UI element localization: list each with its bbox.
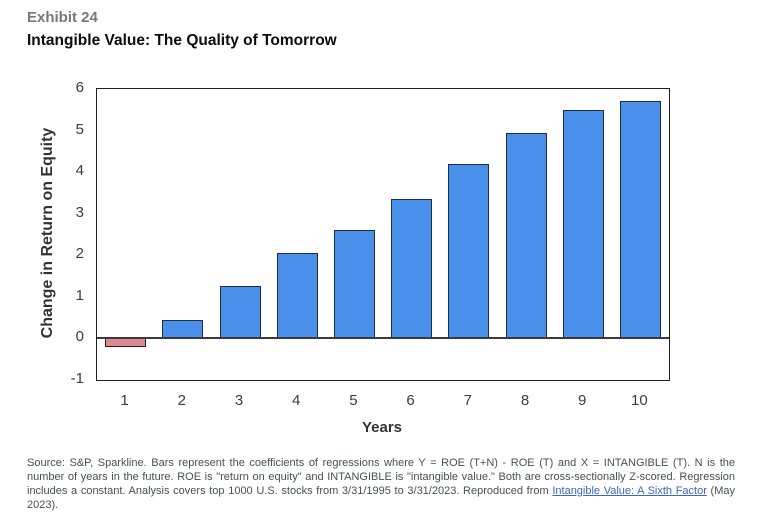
x-tick-label: 8 — [520, 392, 530, 409]
x-tick-label: 6 — [406, 392, 415, 409]
exhibit-label: Exhibit 24 — [27, 9, 98, 26]
intangible-value-link[interactable]: Intangible Value: A Sixth Factor — [552, 485, 707, 497]
bar-year-6 — [391, 199, 433, 339]
source-text-before-link: Source: S&P, Sparkline. Bars represent t… — [27, 457, 735, 497]
x-tick-label: 2 — [177, 392, 186, 409]
y-tick-label: 2 — [75, 245, 84, 263]
zero-baseline — [97, 337, 669, 340]
bar-year-1 — [105, 338, 147, 347]
x-tick-label: 9 — [578, 392, 587, 409]
bar-year-2 — [162, 319, 204, 339]
plot-area — [96, 88, 670, 381]
source-text-after-link: (May 2023). — [27, 485, 735, 511]
bar-year-5 — [333, 230, 375, 339]
y-axis-title: Change in Return on Equity — [39, 127, 56, 339]
bar-year-3 — [219, 286, 261, 339]
bar-year-9 — [562, 109, 604, 339]
y-tick-label: -1 — [70, 370, 84, 387]
bar-year-7 — [448, 163, 490, 339]
chart-title: Intangible Value: The Quality of Tomorro… — [27, 32, 337, 49]
y-tick-label: 0 — [75, 328, 84, 346]
x-tick-label: 7 — [463, 392, 472, 409]
source-note: Source: S&P, Sparkline. Bars represent t… — [27, 456, 735, 512]
x-tick-label: 10 — [631, 392, 648, 409]
x-tick-label: 5 — [349, 392, 358, 409]
y-tick-label: 6 — [75, 79, 84, 96]
y-tick-label: 5 — [75, 120, 84, 138]
y-tick-label: 1 — [75, 286, 84, 304]
x-axis-title: Years — [361, 419, 403, 436]
x-tick-label: 4 — [292, 392, 301, 409]
bar-year-4 — [276, 253, 318, 339]
x-tick-label: 3 — [234, 392, 244, 409]
bar-year-10 — [619, 101, 661, 339]
bar-year-8 — [505, 132, 547, 339]
y-tick-label: 3 — [75, 203, 84, 221]
y-tick-label: 4 — [75, 162, 84, 180]
x-tick-label: 1 — [120, 392, 129, 409]
